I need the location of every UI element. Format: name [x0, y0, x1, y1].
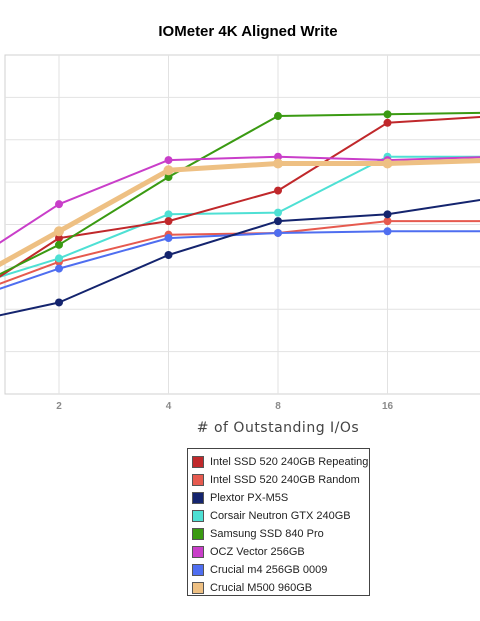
- x-tick-label: 16: [382, 401, 394, 412]
- legend-swatch: [192, 492, 204, 504]
- data-point: [164, 217, 173, 226]
- data-point: [55, 200, 63, 209]
- legend-item: Samsung SSD 840 Pro: [192, 525, 369, 543]
- legend-swatch: [192, 546, 204, 558]
- series-line-4: [0, 111, 480, 276]
- data-point: [54, 226, 64, 237]
- legend-label: Crucial m4 256GB 0009: [210, 564, 328, 576]
- data-point: [274, 228, 282, 237]
- chart-title: IOMeter 4K Aligned Write: [158, 23, 337, 40]
- legend-item: Intel SSD 520 240GB Repeating: [192, 453, 369, 471]
- legend-label: Corsair Neutron GTX 240GB: [210, 510, 351, 522]
- data-point: [274, 208, 282, 217]
- legend-label: Crucial M500 960GB: [210, 582, 313, 594]
- series-lines: [0, 111, 480, 317]
- series-line-7: [0, 158, 480, 268]
- x-tick-label: 4: [166, 401, 172, 412]
- x-tick-label: 8: [275, 401, 281, 412]
- x-tick-label: 2: [56, 401, 62, 412]
- data-point: [55, 240, 63, 249]
- series-line-2: [0, 199, 480, 317]
- data-point: [55, 264, 63, 273]
- legend-item: Corsair Neutron GTX 240GB: [192, 507, 369, 525]
- x-axis-ticks: 2 4 8 16: [56, 401, 393, 412]
- gridlines: [5, 55, 480, 394]
- legend-label: Intel SSD 520 240GB Random: [210, 474, 360, 486]
- legend-label: Plextor PX-M5S: [210, 492, 289, 504]
- series-line-6: [0, 230, 480, 290]
- legend-swatch: [192, 474, 204, 486]
- legend-swatch: [192, 456, 204, 468]
- data-point: [163, 165, 174, 176]
- data-point: [164, 173, 173, 182]
- data-point: [274, 217, 282, 226]
- legend-label: OCZ Vector 256GB: [210, 546, 305, 558]
- series-line-0: [0, 116, 480, 278]
- data-point: [383, 227, 392, 236]
- data-point: [274, 186, 282, 195]
- data-point: [164, 156, 173, 165]
- data-point: [164, 234, 173, 243]
- legend-item: Plextor PX-M5S: [192, 489, 369, 507]
- data-point: [274, 112, 282, 121]
- legend-swatch: [192, 564, 204, 576]
- legend-label: Samsung SSD 840 Pro: [210, 528, 324, 540]
- series-line-1: [0, 220, 480, 285]
- legend-item: OCZ Vector 256GB: [192, 543, 369, 561]
- data-point: [55, 298, 63, 307]
- series-line-5: [0, 155, 480, 244]
- data-point: [55, 234, 63, 243]
- data-point: [164, 210, 173, 219]
- data-point: [382, 158, 393, 169]
- legend-item: Crucial m4 256GB 0009: [192, 561, 369, 579]
- legend: Intel SSD 520 240GB Repeating Intel SSD 5…: [187, 448, 370, 596]
- data-point: [383, 217, 392, 226]
- legend-swatch: [192, 510, 204, 522]
- data-point: [383, 110, 392, 119]
- legend-swatch: [192, 528, 204, 540]
- legend-item: Crucial M500 960GB: [192, 579, 369, 597]
- series-line-3: [0, 155, 480, 278]
- legend-item: Intel SSD 520 240GB Random: [192, 471, 369, 489]
- data-point: [383, 210, 392, 219]
- x-axis-label: # of Outstanding I/Os: [197, 420, 359, 436]
- data-point: [273, 158, 283, 169]
- legend-swatch: [192, 582, 204, 594]
- data-point: [383, 118, 392, 127]
- legend-label: Intel SSD 520 240GB Repeating: [210, 456, 369, 468]
- data-point: [164, 251, 173, 260]
- data-point: [274, 152, 282, 161]
- data-point: [55, 254, 63, 263]
- series-points: [54, 110, 393, 307]
